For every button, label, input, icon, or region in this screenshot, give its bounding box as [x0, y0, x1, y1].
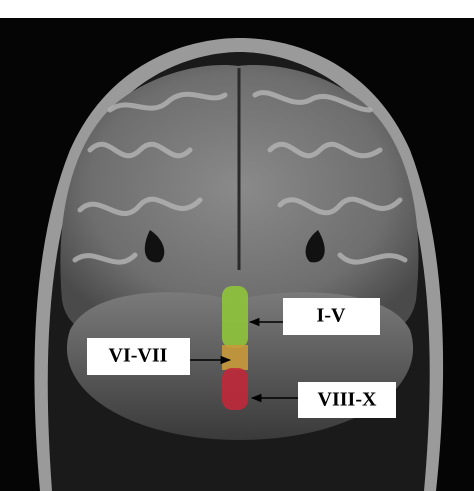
label-box: [283, 298, 380, 335]
label: VIII-X: [318, 389, 377, 411]
label: I-V: [317, 305, 346, 327]
gyri: [72, 90, 408, 265]
ventricle-left: [144, 230, 165, 263]
label-box: [298, 382, 396, 418]
label: VI-VII: [109, 345, 168, 367]
label-box: [87, 338, 190, 375]
lobule-vi-vii: [222, 345, 248, 370]
lobule-i-v: [222, 286, 248, 348]
ventricle-right: [305, 230, 325, 263]
lobule-viii-x: [222, 368, 248, 410]
